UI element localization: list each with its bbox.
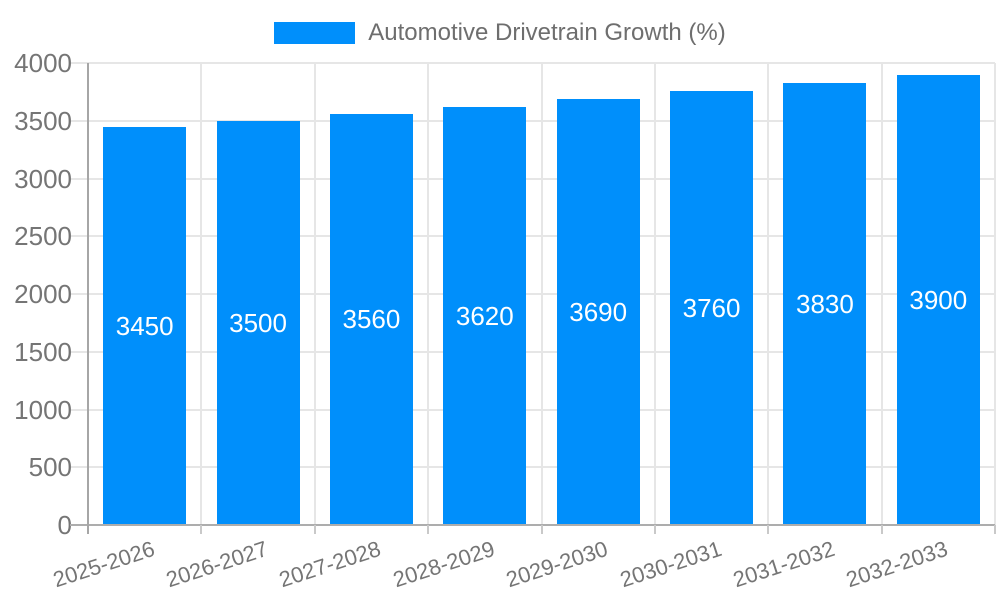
y-axis-label: 3000: [14, 163, 72, 194]
bar[interactable]: [216, 120, 300, 525]
gridline-horizontal: [70, 350, 995, 353]
gridline-vertical: [880, 63, 883, 525]
x-axis-line: [70, 524, 995, 526]
y-axis-label: 2500: [14, 221, 72, 252]
bar-value-label: 3450: [115, 310, 174, 341]
bar-value-label: 3690: [569, 296, 628, 327]
x-axis-tick: [653, 525, 656, 534]
gridline-horizontal: [70, 177, 995, 180]
y-axis-line: [87, 63, 89, 534]
bar-value-label: 3560: [342, 304, 401, 335]
gridline-vertical: [994, 63, 996, 525]
y-axis-label: 500: [28, 452, 72, 483]
x-axis-tick: [313, 525, 316, 534]
gridline-vertical: [767, 63, 770, 525]
y-axis-label: 3500: [14, 105, 72, 136]
plot-area: 0 500 1000 1500 2000 2500 3000 3500 4000 3450 3500…: [14, 49, 996, 592]
y-axis-label: 1500: [14, 336, 72, 367]
gridline-vertical: [540, 63, 543, 525]
legend[interactable]: Automotive Drivetrain Growth (%): [0, 19, 1000, 47]
gridline-vertical: [313, 63, 316, 525]
bar[interactable]: [556, 98, 640, 525]
bar[interactable]: [783, 82, 867, 525]
gridline-horizontal: [70, 235, 995, 238]
bar-value-label: 3760: [682, 292, 741, 323]
x-axis-tick: [200, 525, 203, 534]
x-axis-tick: [880, 525, 883, 534]
bar[interactable]: [896, 74, 980, 525]
bar[interactable]: [329, 113, 413, 525]
x-axis-tick: [540, 525, 543, 534]
gridline-horizontal: [70, 408, 995, 411]
bar-value-label: 3830: [796, 288, 854, 319]
bar[interactable]: [443, 106, 527, 525]
gridline-horizontal: [70, 62, 995, 64]
gridline-vertical: [200, 63, 203, 525]
bar-value-label: 3620: [455, 300, 514, 331]
bar-value-label: 3900: [909, 284, 968, 315]
y-axis-label: 2000: [14, 279, 72, 309]
y-axis-label: 4000: [14, 48, 72, 78]
gridline-horizontal: [70, 293, 995, 295]
x-axis-tick: [994, 525, 996, 534]
bar-value-label: 3500: [229, 307, 287, 338]
bar[interactable]: [103, 126, 187, 525]
y-axis-label: 0: [57, 510, 72, 540]
legend-swatch: [274, 22, 356, 44]
gridline-vertical: [653, 63, 656, 525]
gridline-horizontal: [70, 466, 995, 469]
gridline-vertical: [427, 63, 430, 525]
gridline-horizontal: [70, 119, 995, 122]
y-axis-label: 1000: [14, 394, 72, 425]
x-axis-tick: [767, 525, 770, 534]
legend-label: Automotive Drivetrain Growth (%): [368, 19, 726, 46]
bar[interactable]: [670, 90, 754, 525]
x-axis-tick: [427, 525, 430, 534]
